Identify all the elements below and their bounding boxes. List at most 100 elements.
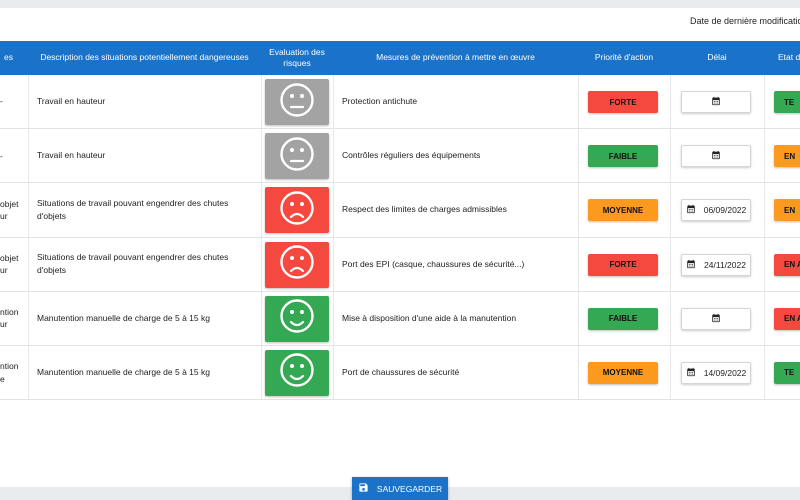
column-divider bbox=[28, 345, 29, 400]
header-prevention-measures: Mesures de prévention à mettre en œuvre bbox=[376, 52, 535, 63]
status-badge[interactable]: EN A bbox=[774, 253, 800, 276]
column-divider bbox=[261, 291, 262, 345]
status-badge[interactable]: TE bbox=[774, 91, 800, 113]
priority-badge[interactable]: MOYENNE bbox=[588, 199, 658, 222]
description-cell: Travail en hauteur bbox=[37, 150, 106, 161]
table-row: objet ur Situations de travail pouvant eng… bbox=[0, 237, 800, 292]
calendar-icon bbox=[686, 204, 696, 216]
header-risk-evaluation: Evaluation des risques bbox=[269, 46, 325, 68]
status-badge[interactable]: EN bbox=[774, 199, 800, 222]
measure-cell: Mise à disposition d'une aide à la manut… bbox=[342, 312, 517, 323]
column-divider bbox=[333, 183, 334, 237]
column-divider bbox=[578, 345, 579, 400]
priority-badge[interactable]: FAIBLE bbox=[588, 307, 658, 330]
deadline-date-picker[interactable] bbox=[681, 307, 751, 330]
status-badge[interactable]: EN bbox=[774, 145, 800, 168]
risk-evaluation-button[interactable] bbox=[265, 79, 329, 125]
measure-cell: Protection antichute bbox=[342, 96, 418, 106]
calendar-icon bbox=[686, 367, 696, 379]
column-divider bbox=[764, 75, 765, 129]
situation-cell: ntion ur bbox=[0, 292, 28, 345]
table-row: - Travail en hauteur Protection antichute F… bbox=[0, 75, 800, 130]
description-cell: Manutention manuelle de charge de 5 à 15… bbox=[37, 366, 210, 377]
column-divider bbox=[261, 345, 262, 400]
priority-badge[interactable]: MOYENNE bbox=[588, 361, 658, 384]
measure-cell: Port des EPI (casque, chaussures de sécu… bbox=[342, 258, 525, 269]
priority-badge[interactable]: FORTE bbox=[588, 91, 658, 113]
happy-face-icon bbox=[279, 352, 315, 393]
deadline-date-picker[interactable]: 06/09/2022 bbox=[681, 199, 751, 222]
column-divider bbox=[578, 129, 579, 183]
table-row: ntion e Manutention manuelle de charge de … bbox=[0, 345, 800, 401]
column-divider bbox=[670, 291, 671, 345]
deadline-date: 24/11/2022 bbox=[704, 259, 746, 270]
neutral-face-icon bbox=[279, 136, 315, 177]
situation-text-line2: ur bbox=[0, 319, 8, 330]
status-badge[interactable]: TE bbox=[774, 361, 800, 384]
measure-cell: Respect des limites de charges admissibl… bbox=[342, 204, 507, 215]
table-row: - Travail en hauteur Contrôles réguliers d… bbox=[0, 129, 800, 184]
column-divider bbox=[28, 75, 29, 129]
header-situations: es bbox=[4, 52, 13, 63]
column-divider bbox=[333, 345, 334, 400]
column-divider bbox=[764, 129, 765, 183]
situation-text-line1: ntion bbox=[0, 307, 19, 318]
column-divider bbox=[670, 129, 671, 183]
column-divider bbox=[764, 237, 765, 291]
measure-cell: Port de chaussures de sécurité bbox=[342, 366, 460, 377]
column-divider bbox=[28, 183, 29, 237]
description-cell: Manutention manuelle de charge de 5 à 15… bbox=[37, 312, 210, 323]
calendar-icon bbox=[711, 150, 721, 162]
column-divider bbox=[333, 291, 334, 345]
column-divider bbox=[578, 183, 579, 237]
calendar-icon bbox=[711, 96, 721, 108]
deadline-date: 14/09/2022 bbox=[703, 367, 747, 378]
risk-evaluation-button[interactable] bbox=[265, 295, 329, 342]
priority-badge[interactable]: FORTE bbox=[588, 253, 658, 276]
description-cell: Travail en hauteur bbox=[37, 96, 106, 106]
header-status: Etat d'a bbox=[778, 52, 800, 63]
save-button[interactable]: SAUVEGARDER bbox=[352, 477, 448, 500]
situation-cell: - bbox=[0, 129, 28, 182]
status-badge[interactable]: EN A bbox=[774, 307, 800, 330]
header-priority: Priorité d'action bbox=[594, 52, 654, 63]
last-modified-label: Date de dernière modificatio bbox=[690, 16, 800, 26]
situation-cell: objet ur bbox=[0, 238, 28, 291]
deadline-date-picker[interactable]: 14/09/2022 bbox=[681, 361, 751, 384]
deadline-date-picker[interactable]: 24/11/2022 bbox=[681, 253, 751, 276]
priority-badge[interactable]: FAIBLE bbox=[588, 145, 658, 168]
situation-text-line2: ur bbox=[0, 265, 8, 276]
floppy-disk-icon bbox=[358, 482, 369, 495]
deadline-date-picker[interactable] bbox=[681, 91, 751, 113]
column-divider bbox=[670, 345, 671, 400]
risk-evaluation-button[interactable] bbox=[265, 241, 329, 288]
top-strip bbox=[0, 0, 800, 8]
column-divider bbox=[670, 75, 671, 129]
risk-evaluation-button[interactable] bbox=[265, 133, 329, 180]
table-body: - Travail en hauteur Protection antichute F… bbox=[0, 75, 800, 401]
deadline-date: 06/09/2022 bbox=[703, 205, 747, 216]
column-divider bbox=[670, 183, 671, 237]
deadline-date-picker[interactable] bbox=[681, 145, 751, 168]
description-cell: Situations de travail pouvant engendrer … bbox=[37, 197, 229, 221]
situation-text-line2: ur bbox=[0, 210, 8, 221]
risk-evaluation-button[interactable] bbox=[265, 187, 329, 234]
column-divider bbox=[261, 183, 262, 237]
column-divider bbox=[333, 75, 334, 129]
column-divider bbox=[261, 75, 262, 129]
situation-text-line1: ntion bbox=[0, 361, 19, 372]
situation-text-line1: objet bbox=[0, 252, 19, 263]
situation-text-line1: - bbox=[0, 150, 3, 161]
calendar-icon bbox=[711, 313, 721, 325]
column-divider bbox=[764, 345, 765, 400]
header-deadline: Délai bbox=[707, 52, 727, 63]
column-divider bbox=[764, 183, 765, 237]
column-divider bbox=[578, 237, 579, 291]
situation-text-line2: e bbox=[0, 373, 5, 384]
column-divider bbox=[261, 237, 262, 291]
table-row: ntion ur Manutention manuelle de charge de… bbox=[0, 291, 800, 346]
risk-evaluation-button[interactable] bbox=[265, 349, 329, 396]
situation-text-line1: objet bbox=[0, 198, 19, 209]
description-cell: Situations de travail pouvant engendrer … bbox=[37, 251, 229, 276]
header-description: Description des situations potentielleme… bbox=[40, 52, 249, 63]
